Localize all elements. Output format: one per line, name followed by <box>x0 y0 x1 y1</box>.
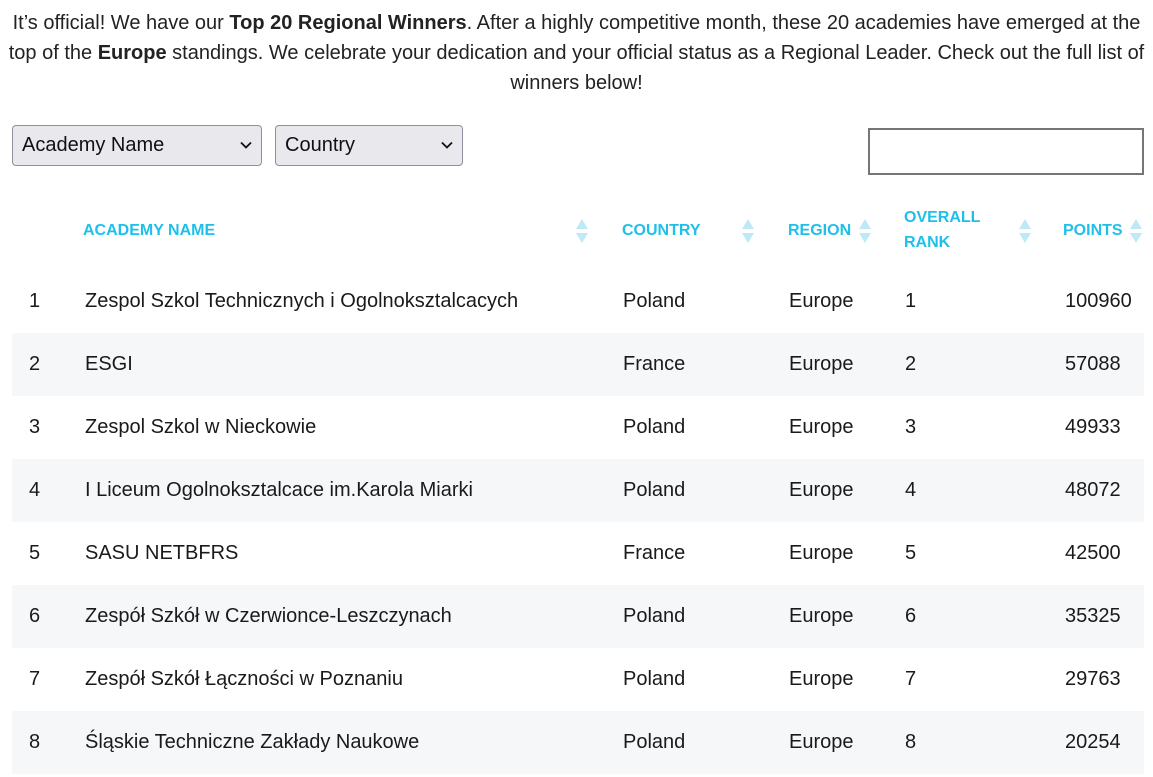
intro-part1: It’s official! We have our <box>13 12 230 34</box>
region: Europe <box>789 648 854 711</box>
table-row: 2 ESGI France Europe 2 57088 <box>12 333 1144 396</box>
row-number: 1 <box>29 270 40 333</box>
academy-name: ESGI <box>85 333 133 396</box>
points: 35325 <box>1065 585 1121 648</box>
header-academy-name[interactable]: ACADEMY NAME <box>83 218 215 243</box>
country: France <box>623 333 685 396</box>
row-number: 8 <box>29 711 40 774</box>
academy-name: SASU NETBFRS <box>85 522 238 585</box>
search-input[interactable] <box>868 128 1144 175</box>
country: Poland <box>623 585 685 648</box>
overall-rank: 2 <box>905 333 916 396</box>
row-number: 2 <box>29 333 40 396</box>
sort-icon[interactable] <box>857 217 873 245</box>
region: Europe <box>789 711 854 774</box>
row-number: 3 <box>29 396 40 459</box>
header-overall-rank[interactable]: OVERALL RANK <box>904 205 980 255</box>
country: Poland <box>623 396 685 459</box>
table-row: 8 Śląskie Techniczne Zakłady Naukowe Pol… <box>12 711 1144 774</box>
academy-name: Zespol Szkol Technicznych i Ogolnokszta​… <box>85 270 518 333</box>
chevron-down-icon <box>440 138 454 152</box>
country-select-value: Country <box>285 134 355 157</box>
overall-rank: 5 <box>905 522 916 585</box>
sort-icon[interactable] <box>574 217 590 245</box>
table-row: 7 Zespół Szkół Łączności w Poznaniu Pola… <box>12 648 1144 711</box>
row-number: 6 <box>29 585 40 648</box>
academy-name: I Liceum Ogolnokszta​lcace im.Karola Mia… <box>85 459 473 522</box>
overall-rank: 6 <box>905 585 916 648</box>
overall-rank: 4 <box>905 459 916 522</box>
country-select[interactable]: Country <box>275 125 463 166</box>
table-header: ACADEMY NAME COUNTRY REGION OVERALL RANK… <box>12 200 1144 262</box>
header-region[interactable]: REGION <box>788 218 851 243</box>
table-row: 5 SASU NETBFRS France Europe 5 42500 <box>12 522 1144 585</box>
intro-bold-winners: Top 20 Regional Winners <box>229 12 466 34</box>
points: 29763 <box>1065 648 1121 711</box>
row-number: 4 <box>29 459 40 522</box>
academy-name: Zespół Szkół w Czerwionce-Leszczynach <box>85 585 452 648</box>
academy-name: Zespół Szkół Łączności w Poznaniu <box>85 648 403 711</box>
intro-part3: standings. We celebrate your dedication … <box>167 42 1145 94</box>
header-rank-line2: RANK <box>904 230 980 255</box>
region: Europe <box>789 333 854 396</box>
academy-name-select[interactable]: Academy Name <box>12 125 262 166</box>
overall-rank: 1 <box>905 270 916 333</box>
row-number: 7 <box>29 648 40 711</box>
region: Europe <box>789 522 854 585</box>
intro-bold-region: Europe <box>98 42 167 64</box>
academy-name: Zespol Szkol w Nieckowie <box>85 396 316 459</box>
table-row: 4 I Liceum Ogolnokszta​lcace im.Karola M… <box>12 459 1144 522</box>
points: 20254 <box>1065 711 1121 774</box>
points: 100960 <box>1065 270 1132 333</box>
row-number: 5 <box>29 522 40 585</box>
academy-name: Śląskie Techniczne Zakłady Naukowe <box>85 711 419 774</box>
academy-select-value: Academy Name <box>22 134 164 157</box>
table-row: 1 Zespol Szkol Technicznych i Ogolnokszt… <box>12 270 1144 333</box>
sort-icon[interactable] <box>1017 217 1033 245</box>
sort-icon[interactable] <box>1128 217 1144 245</box>
overall-rank: 7 <box>905 648 916 711</box>
region: Europe <box>789 585 854 648</box>
table-row: 6 Zespół Szkół w Czerwionce-Leszczynach … <box>12 585 1144 648</box>
header-points[interactable]: POINTS <box>1063 218 1123 243</box>
region: Europe <box>789 459 854 522</box>
intro-text: It’s official! We have our Top 20 Region… <box>0 8 1153 98</box>
country: France <box>623 522 685 585</box>
country: Poland <box>623 711 685 774</box>
country: Poland <box>623 459 685 522</box>
country: Poland <box>623 648 685 711</box>
chevron-down-icon <box>239 138 253 152</box>
points: 42500 <box>1065 522 1121 585</box>
country: Poland <box>623 270 685 333</box>
overall-rank: 3 <box>905 396 916 459</box>
overall-rank: 8 <box>905 711 916 774</box>
region: Europe <box>789 396 854 459</box>
header-rank-line1: OVERALL <box>904 205 980 230</box>
points: 49933 <box>1065 396 1121 459</box>
points: 57088 <box>1065 333 1121 396</box>
header-country[interactable]: COUNTRY <box>622 218 701 243</box>
sort-icon[interactable] <box>740 217 756 245</box>
table-row: 3 Zespol Szkol w Nieckowie Poland Europe… <box>12 396 1144 459</box>
region: Europe <box>789 270 854 333</box>
points: 48072 <box>1065 459 1121 522</box>
